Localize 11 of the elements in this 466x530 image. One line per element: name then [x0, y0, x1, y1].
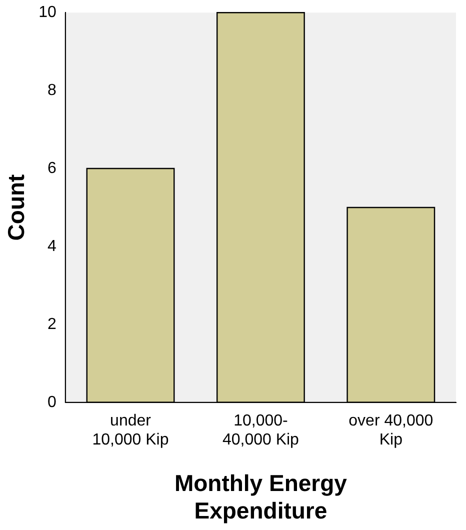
x-axis-title: Monthly Energy Expenditure	[174, 470, 348, 524]
y-tick-label: 4	[47, 238, 56, 255]
y-tick-label: 0	[47, 394, 56, 411]
x-tick-label: 10,000- 40,000 Kip	[222, 412, 300, 449]
x-tick-label: under 10,000 Kip	[92, 412, 169, 449]
y-axis-title: Count	[3, 174, 30, 241]
y-tick-label: 2	[47, 316, 56, 333]
y-tick-label: 10	[38, 4, 56, 22]
y-tick-label: 8	[47, 82, 56, 99]
x-tick-label: over 40,000 Kip	[348, 412, 434, 449]
y-tick-label: 6	[47, 160, 56, 177]
